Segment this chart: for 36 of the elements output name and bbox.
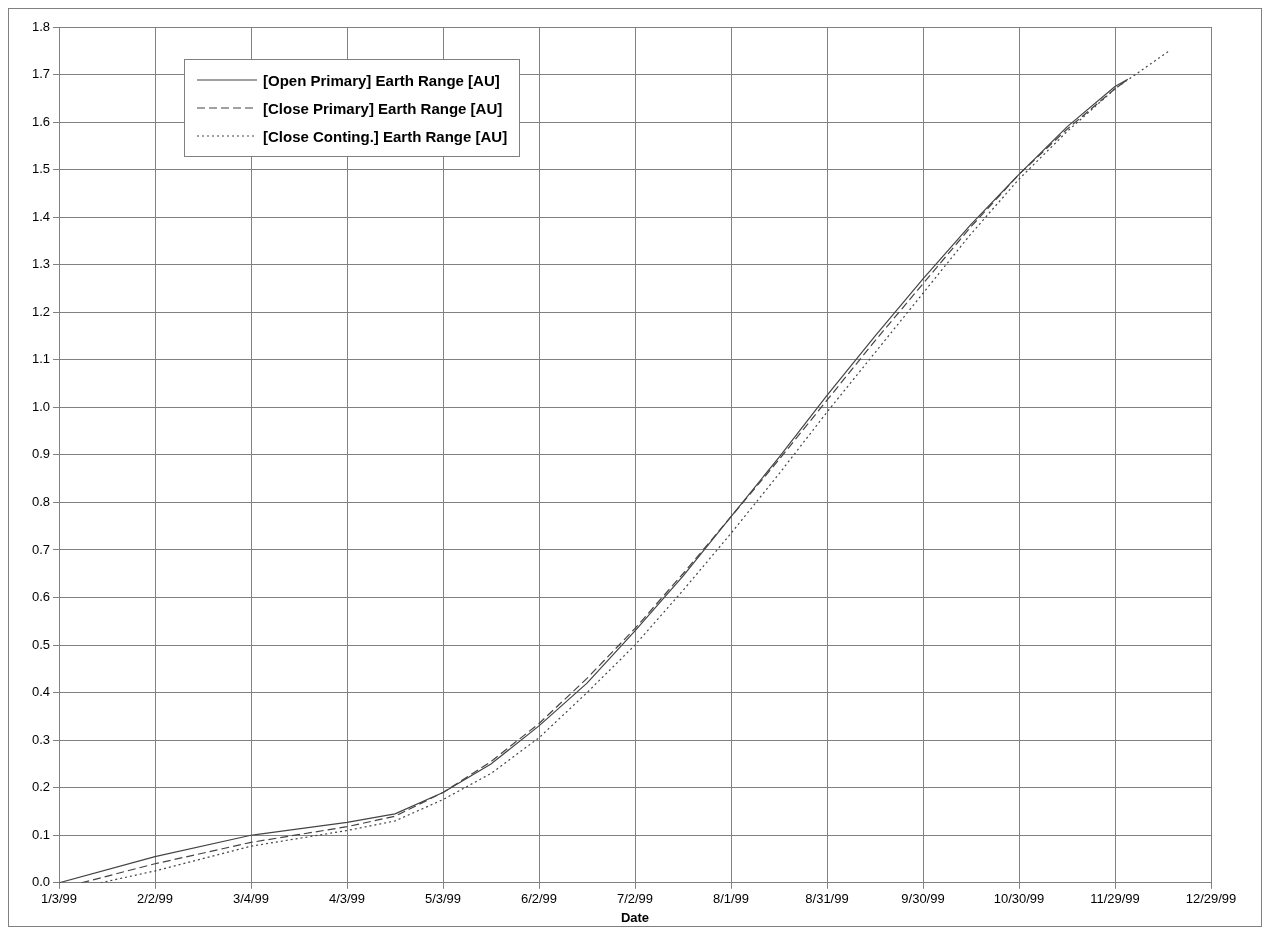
x-tick-label: 9/30/99 <box>901 891 945 907</box>
y-tick-label: 0.7 <box>31 541 50 557</box>
y-tick-label: 0.1 <box>31 826 50 842</box>
y-tick-label: 1.0 <box>31 398 50 414</box>
x-tick-label: 7/2/99 <box>616 891 654 907</box>
y-tick-label: 0.4 <box>31 684 50 700</box>
legend-label: [Close Conting.] Earth Range [AU] <box>263 127 508 145</box>
x-tick-label: 4/3/99 <box>328 891 366 907</box>
x-tick-label: 1/3/99 <box>40 891 78 907</box>
y-tick-label: 0.5 <box>31 636 50 652</box>
x-tick-label: 3/4/99 <box>232 891 270 907</box>
x-tick-label: 10/30/99 <box>993 891 1045 907</box>
x-tick-label: 8/1/99 <box>712 891 750 907</box>
y-tick-label: 1.3 <box>31 256 50 272</box>
y-tick-label: 1.2 <box>31 303 50 319</box>
y-tick-label: 0.8 <box>31 494 50 510</box>
y-tick-label: 1.7 <box>31 66 50 82</box>
y-tick-label: 0.2 <box>31 779 50 795</box>
x-tick-label: 5/3/99 <box>424 891 462 907</box>
x-tick-label: 11/29/99 <box>1090 891 1140 907</box>
legend-label: [Close Primary] Earth Range [AU] <box>263 99 503 117</box>
y-tick-label: 1.1 <box>31 351 50 367</box>
y-tick-label: 1.6 <box>31 113 50 129</box>
legend-label: [Open Primary] Earth Range [AU] <box>263 71 500 89</box>
x-tick-label: 2/2/99 <box>136 891 174 907</box>
y-tick-label: 1.4 <box>31 208 50 224</box>
y-tick-label: 0.6 <box>31 589 50 605</box>
y-tick-label: 1.5 <box>31 161 50 177</box>
y-tick-label: 1.8 <box>31 18 50 34</box>
x-tick-label: 8/31/99 <box>805 891 849 907</box>
x-tick-label: 6/2/99 <box>520 891 558 907</box>
y-tick-label: 0.9 <box>31 446 50 462</box>
y-tick-label: 0.0 <box>31 874 50 890</box>
y-tick-label: 0.3 <box>31 731 50 747</box>
x-tick-label: 12/29/99 <box>1185 891 1237 907</box>
x-axis-title: Date <box>620 909 650 925</box>
